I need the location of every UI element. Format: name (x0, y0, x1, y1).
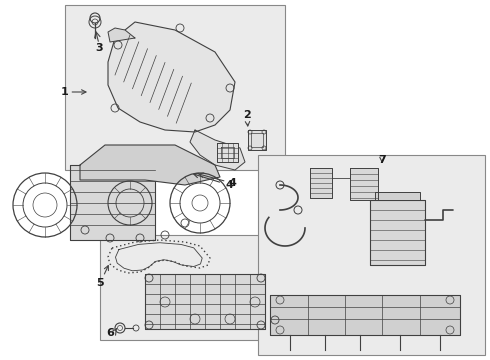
Text: 4: 4 (194, 174, 233, 190)
Text: 6: 6 (106, 328, 114, 338)
Text: 4: 4 (199, 173, 236, 188)
Polygon shape (310, 168, 332, 198)
Polygon shape (108, 28, 135, 42)
Polygon shape (108, 22, 235, 132)
Text: 7: 7 (378, 155, 386, 165)
Bar (65, 5, 285, 170)
Text: 1: 1 (60, 87, 86, 97)
Text: 2: 2 (243, 110, 251, 126)
Polygon shape (248, 130, 266, 150)
Polygon shape (190, 130, 245, 170)
Bar (100, 235, 285, 340)
Text: 5: 5 (97, 266, 108, 288)
Polygon shape (145, 274, 265, 329)
Polygon shape (270, 295, 460, 335)
Bar (258, 155, 485, 355)
Polygon shape (350, 168, 378, 200)
Polygon shape (375, 192, 420, 200)
Polygon shape (370, 200, 425, 265)
Polygon shape (70, 165, 155, 240)
Polygon shape (80, 145, 220, 185)
Polygon shape (217, 143, 238, 162)
Text: 3: 3 (95, 43, 103, 53)
